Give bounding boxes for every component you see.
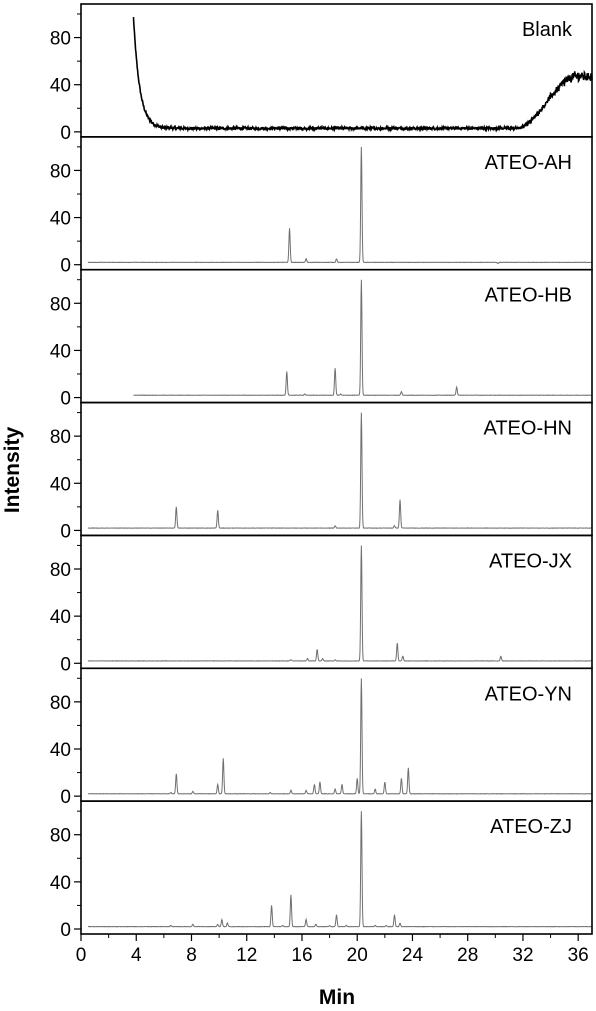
y-tick-label: 40 — [50, 76, 71, 97]
series-label: ATEO-JX — [489, 550, 572, 572]
x-tick-label: 24 — [402, 945, 424, 966]
y-tick-label: 0 — [60, 256, 71, 277]
x-tick-label: 8 — [186, 945, 197, 966]
x-tick-label: 0 — [76, 945, 87, 966]
trace-ateo-hn — [87, 412, 593, 529]
y-tick-label: 80 — [50, 693, 71, 714]
panel-frame — [80, 3, 593, 138]
y-tick-label: 0 — [60, 654, 71, 675]
series-label: ATEO-HB — [485, 285, 572, 307]
trace-ateo-zj — [87, 811, 593, 928]
series-label: ATEO-ZJ — [490, 816, 572, 838]
series-label: ATEO-AH — [485, 152, 572, 174]
series-label: ATEO-YN — [485, 683, 572, 705]
y-tick-label: 80 — [50, 294, 71, 315]
x-axis-title: Min — [319, 986, 355, 1009]
trace-ateo-yn — [87, 678, 593, 795]
y-tick-label: 40 — [50, 873, 71, 894]
y-tick-label: 40 — [50, 740, 71, 761]
y-tick-label: 40 — [50, 341, 71, 362]
y-tick-label: 40 — [50, 209, 71, 230]
y-tick-label: 80 — [50, 826, 71, 847]
x-tick-label: 16 — [291, 945, 312, 966]
y-tick-label: 0 — [60, 389, 71, 410]
x-tick-label: 32 — [512, 945, 533, 966]
y-tick-label: 80 — [50, 161, 71, 182]
y-tick-label: 0 — [60, 521, 71, 542]
y-tick-label: 40 — [50, 474, 71, 495]
y-tick-label: 0 — [60, 920, 71, 941]
trace-ateo-jx — [87, 545, 593, 662]
x-tick-label: 4 — [131, 945, 142, 966]
panel-frame — [80, 800, 593, 935]
trace-ateo-ah — [87, 146, 593, 265]
trace-ateo-hb — [133, 279, 593, 397]
y-tick-label: 40 — [50, 607, 71, 628]
x-tick-label: 28 — [457, 945, 478, 966]
x-tick-label: 20 — [347, 945, 368, 966]
y-axis-title: Intensity — [1, 427, 24, 514]
series-label: ATEO-HN — [483, 418, 572, 440]
trace-blank — [132, 17, 593, 133]
x-tick-label: 12 — [236, 945, 257, 966]
y-tick-label: 80 — [50, 29, 71, 50]
x-tick-label: 36 — [568, 945, 589, 966]
y-tick-label: 80 — [50, 560, 71, 581]
y-tick-label: 0 — [60, 123, 71, 144]
y-tick-label: 80 — [50, 427, 71, 448]
y-tick-label: 0 — [60, 787, 71, 808]
series-label: Blank — [522, 19, 573, 41]
